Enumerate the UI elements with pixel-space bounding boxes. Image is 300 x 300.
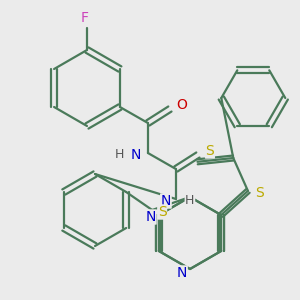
Text: S: S — [256, 186, 264, 200]
Text: N: N — [131, 148, 141, 162]
Text: F: F — [81, 11, 89, 25]
Text: N: N — [161, 194, 171, 208]
Text: N: N — [146, 210, 156, 224]
Text: H: H — [115, 148, 124, 161]
Text: N: N — [177, 266, 187, 280]
Text: S: S — [158, 205, 167, 219]
Text: S: S — [206, 144, 214, 158]
Text: H: H — [185, 194, 195, 208]
Text: O: O — [176, 98, 187, 112]
